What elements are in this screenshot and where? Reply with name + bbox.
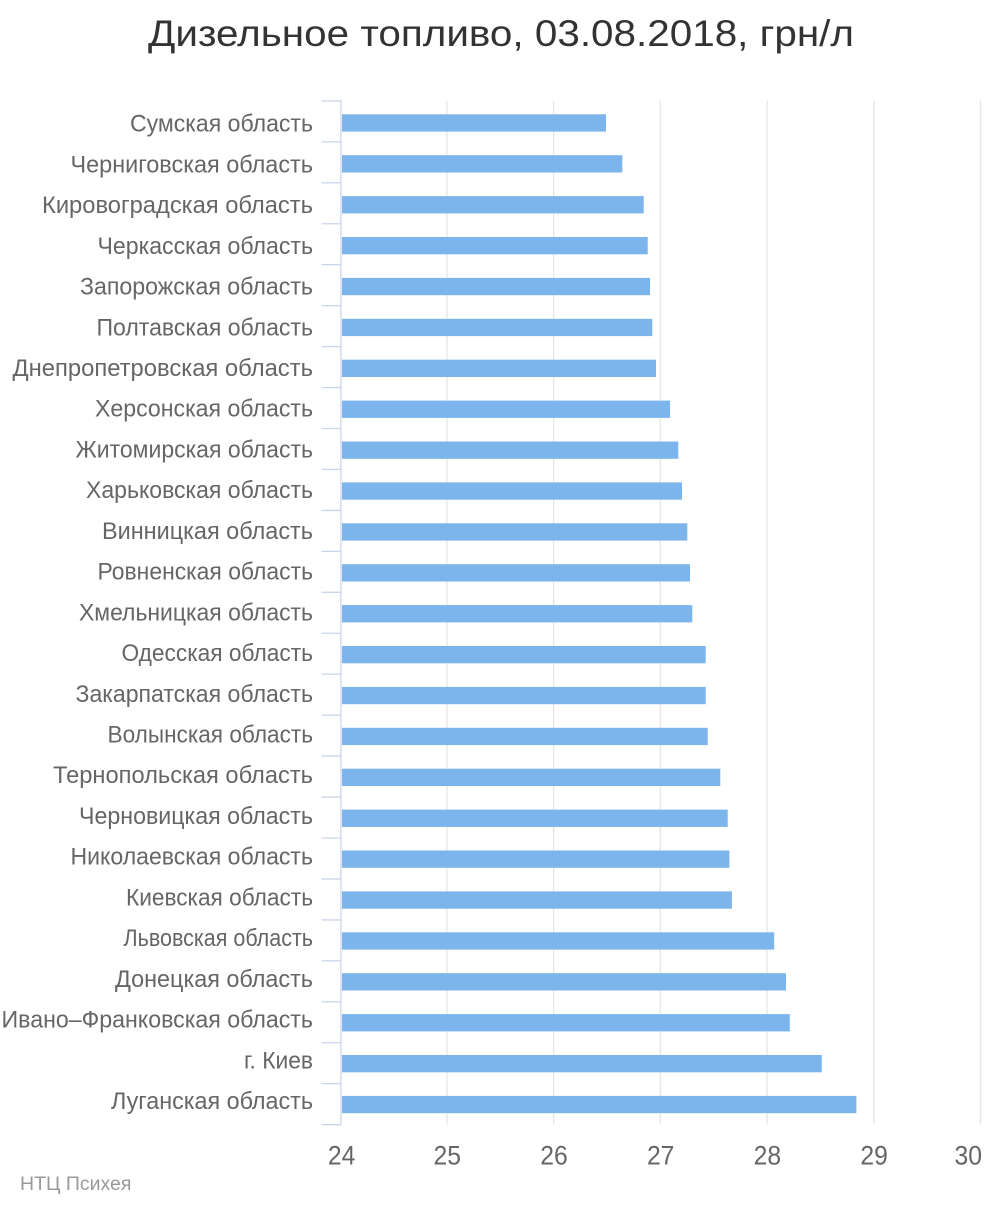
svg-text:Харьковская область: Харьковская область — [86, 477, 313, 504]
svg-text:Кировоградская область: Кировоградская область — [42, 192, 313, 219]
svg-text:Луганская область: Луганская область — [111, 1088, 313, 1115]
svg-text:Киевская область: Киевская область — [126, 884, 313, 911]
svg-text:28: 28 — [754, 1140, 782, 1170]
svg-text:Ивано–Франковская область: Ивано–Франковская область — [2, 1007, 314, 1034]
svg-text:Дизельное топливо, 03.08.2018,: Дизельное топливо, 03.08.2018, грн/л — [148, 13, 854, 54]
svg-text:Винницкая область: Винницкая область — [102, 518, 313, 545]
svg-text:Черкасская область: Черкасская область — [98, 233, 314, 260]
svg-text:Черниговская область: Черниговская область — [71, 151, 314, 178]
svg-text:24: 24 — [328, 1140, 356, 1170]
svg-text:НТЦ Психея: НТЦ Психея — [20, 1173, 131, 1195]
svg-text:Закарпатская область: Закарпатская область — [76, 681, 314, 708]
svg-text:27: 27 — [647, 1140, 675, 1170]
svg-text:Хмельницкая область: Хмельницкая область — [79, 599, 313, 626]
svg-text:г. Киев: г. Киев — [244, 1047, 313, 1074]
svg-text:Черновицкая область: Черновицкая область — [79, 803, 313, 830]
svg-text:Запорожская область: Запорожская область — [80, 274, 313, 301]
svg-text:Житомирская область: Житомирская область — [76, 436, 314, 463]
svg-text:Тернопольская область: Тернопольская область — [53, 762, 313, 789]
svg-text:30: 30 — [955, 1140, 983, 1170]
svg-text:Николаевская область: Николаевская область — [71, 844, 314, 871]
svg-text:25: 25 — [434, 1140, 462, 1170]
svg-text:Полтавская область: Полтавская область — [97, 314, 314, 341]
svg-text:Одесская область: Одесская область — [122, 640, 314, 667]
svg-text:Львовская область: Львовская область — [124, 925, 314, 952]
svg-text:Сумская область: Сумская область — [130, 111, 313, 138]
svg-text:Ровненская область: Ровненская область — [98, 559, 314, 586]
svg-text:Херсонская область: Херсонская область — [95, 396, 313, 423]
svg-text:Волынская область: Волынская область — [108, 722, 314, 749]
svg-text:Днепропетровская область: Днепропетровская область — [13, 355, 314, 382]
svg-text:26: 26 — [540, 1140, 568, 1170]
svg-text:Донецкая область: Донецкая область — [115, 966, 313, 993]
svg-text:29: 29 — [860, 1140, 888, 1170]
